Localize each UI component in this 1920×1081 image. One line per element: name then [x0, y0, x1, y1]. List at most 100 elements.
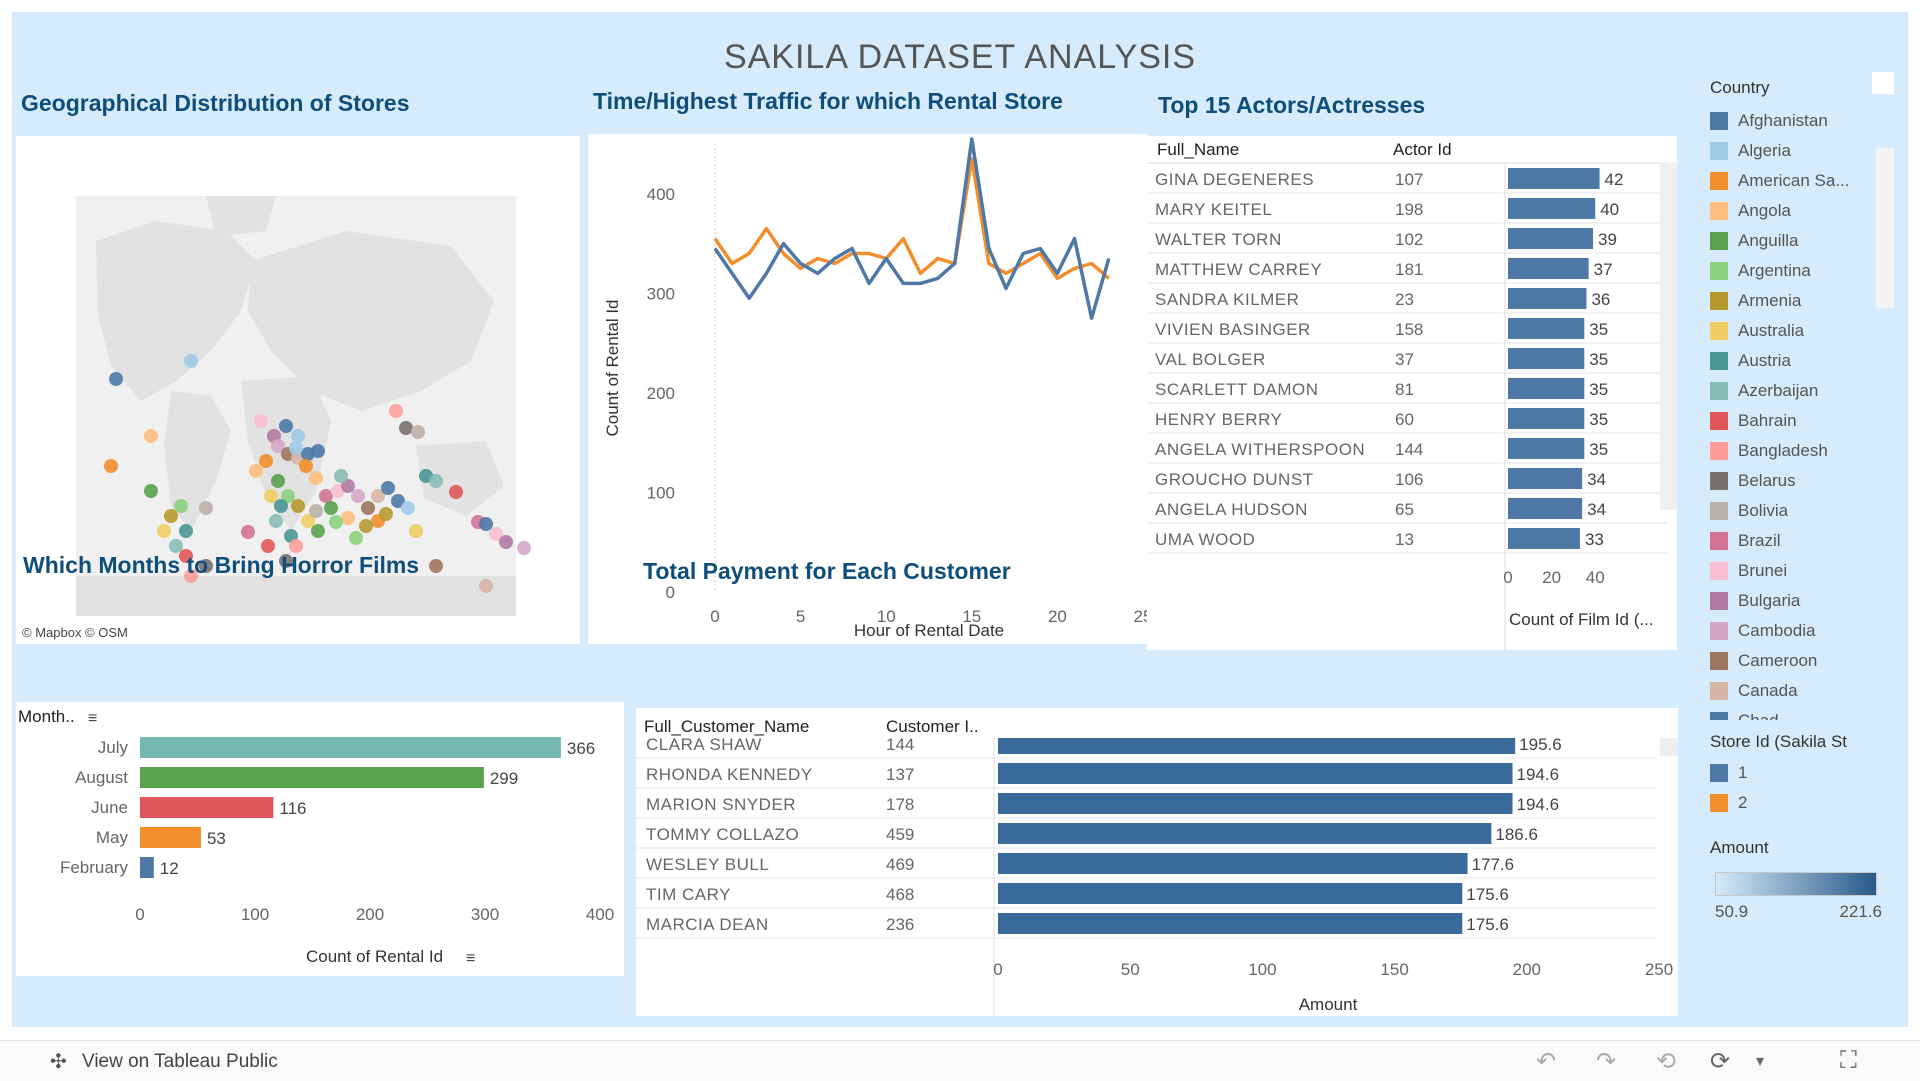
actor-name: SCARLETT DAMON: [1155, 380, 1319, 399]
store-dot: [381, 481, 395, 495]
refresh-icon[interactable]: ⟳: [1710, 1048, 1731, 1075]
country-legend-item[interactable]: Angola: [1710, 200, 1791, 222]
revert-icon[interactable]: ⟲: [1656, 1048, 1677, 1075]
actor-id: 198: [1395, 200, 1423, 219]
legend-swatch: [1710, 622, 1728, 640]
store-legend-item[interactable]: 1: [1710, 762, 1747, 784]
view-on-tableau-link[interactable]: View on Tableau Public: [82, 1051, 278, 1072]
x-tick-label: 300: [471, 905, 499, 924]
traffic-line-chart[interactable]: 0 100 200 300 400 0 5 10 15 20 25 Hour of Rental Da…: [588, 134, 1148, 644]
customer-id: 144: [886, 735, 914, 754]
country-legend-item[interactable]: Bangladesh: [1710, 440, 1828, 462]
country-legend-item[interactable]: Cambodia: [1710, 620, 1816, 642]
legend-swatch: [1710, 262, 1728, 280]
month-bar: [140, 827, 201, 848]
legend-menu-box[interactable]: [1872, 72, 1894, 94]
country-legend-item[interactable]: Chad: [1710, 710, 1779, 720]
country-legend-list[interactable]: Afghanistan Algeria American Sa... Angola An…: [1710, 110, 1900, 720]
x-tick-label: 0: [1503, 568, 1512, 587]
country-legend-item[interactable]: Armenia: [1710, 290, 1801, 312]
legend-swatch: [1710, 352, 1728, 370]
country-legend-item[interactable]: Brunei: [1710, 560, 1787, 582]
country-legend-item[interactable]: American Sa...: [1710, 170, 1850, 192]
actor-bar-label: 36: [1591, 290, 1610, 309]
month-bar: [140, 857, 154, 878]
actor-id: 144: [1395, 440, 1423, 459]
country-legend-item[interactable]: Bolivia: [1710, 500, 1788, 522]
y-tick-label: 100: [647, 483, 675, 502]
legend-swatch: [1710, 382, 1728, 400]
legend-swatch: [1710, 202, 1728, 220]
fullscreen-icon[interactable]: ⛶: [1840, 1047, 1857, 1074]
customer-id: 236: [886, 915, 914, 934]
refresh-dropdown-icon[interactable]: ▾: [1756, 1053, 1765, 1070]
traffic-panel[interactable]: 0 100 200 300 400 0 5 10 15 20 25 Hour of Rental Da…: [588, 134, 1148, 644]
actor-name: GROUCHO DUNST: [1155, 470, 1314, 489]
actors-panel[interactable]: Full_Name Actor Id GINA DEGENERES 107 42 MARY…: [1147, 136, 1677, 650]
col-header-customer-name: Full_Customer_Name: [644, 717, 809, 736]
y-tick-label: 300: [647, 284, 675, 303]
customer-name: CLARA SHAW: [646, 735, 762, 754]
country-legend-item[interactable]: Afghanistan: [1710, 110, 1828, 132]
store-dot: [291, 499, 305, 513]
month-label: August: [75, 768, 128, 787]
undo-icon[interactable]: ↶: [1536, 1048, 1557, 1075]
header-background: [636, 708, 1678, 738]
map-panel[interactable]: © Mapbox © OSM: [16, 136, 580, 644]
payment-bar-label: 195.6: [1519, 735, 1562, 754]
store-dot: [184, 569, 198, 583]
country-legend-item[interactable]: Austria: [1710, 350, 1791, 372]
actor-bar-label: 42: [1605, 170, 1624, 189]
country-legend-item[interactable]: Bahrain: [1710, 410, 1797, 432]
month-bar-label: 53: [207, 829, 226, 848]
country-legend-item[interactable]: Brazil: [1710, 530, 1781, 552]
payment-panel[interactable]: CLARA SHAW 144 195.6 RHONDA KENNEDY 137 194.6…: [636, 708, 1678, 1016]
country-legend-label: Algeria: [1738, 141, 1791, 160]
x-tick-label: 150: [1380, 960, 1408, 979]
country-legend-item[interactable]: Bulgaria: [1710, 590, 1800, 612]
store-dot: [259, 454, 273, 468]
x-tick-label: 100: [1248, 960, 1276, 979]
store-dot: [391, 494, 405, 508]
landmass-antarctica: [76, 576, 516, 616]
legend-scrollbar[interactable]: [1876, 148, 1894, 308]
y-tick-label: 400: [647, 185, 675, 204]
legend-swatch: [1710, 794, 1728, 812]
world-map[interactable]: [16, 136, 580, 644]
payment-title: Total Payment for Each Customer: [643, 558, 1011, 584]
country-legend-label: Australia: [1738, 321, 1805, 340]
country-legend-item[interactable]: Cameroon: [1710, 650, 1817, 672]
country-legend-item[interactable]: Belarus: [1710, 470, 1796, 492]
store-legend-item[interactable]: 2: [1710, 792, 1747, 814]
store-dot: [144, 484, 158, 498]
legend-swatch: [1710, 232, 1728, 250]
country-legend-item[interactable]: Algeria: [1710, 140, 1791, 162]
redo-icon[interactable]: ↷: [1596, 1048, 1617, 1075]
store-dot: [271, 474, 285, 488]
payment-rows: CLARA SHAW 144 195.6 RHONDA KENNEDY 137 194.6…: [636, 735, 1656, 939]
dashboard-title: SAKILA DATASET ANALYSIS: [723, 38, 1197, 76]
month-header: Month..: [18, 707, 75, 726]
legend-swatch: [1710, 592, 1728, 610]
payment-bar-label: 186.6: [1495, 825, 1538, 844]
country-legend-item[interactable]: Azerbaijan: [1710, 380, 1818, 402]
country-legend-item[interactable]: Anguilla: [1710, 230, 1799, 252]
actors-bar-chart[interactable]: Full_Name Actor Id GINA DEGENERES 107 42 MARY…: [1147, 136, 1677, 650]
actor-bar-label: 37: [1594, 260, 1613, 279]
country-legend-item[interactable]: Canada: [1710, 680, 1798, 702]
amount-legend: Amount 50.9 221.6: [1710, 838, 1900, 948]
store-dot: [319, 489, 333, 503]
month-label: May: [96, 828, 129, 847]
horror-panel[interactable]: Month.. ≡ July 366 August 299 June 116 May 53 Febr…: [16, 702, 624, 976]
actor-bar-label: 39: [1598, 230, 1617, 249]
store-dot: [241, 525, 255, 539]
actor-id: 23: [1395, 290, 1414, 309]
payment-bar-chart[interactable]: CLARA SHAW 144 195.6 RHONDA KENNEDY 137 194.6…: [636, 708, 1678, 1016]
country-legend-item[interactable]: Australia: [1710, 320, 1804, 342]
country-legend-item[interactable]: Argentina: [1710, 260, 1811, 282]
col-header-actor-id: Actor Id: [1393, 140, 1452, 159]
actor-bar-label: 33: [1585, 530, 1604, 549]
